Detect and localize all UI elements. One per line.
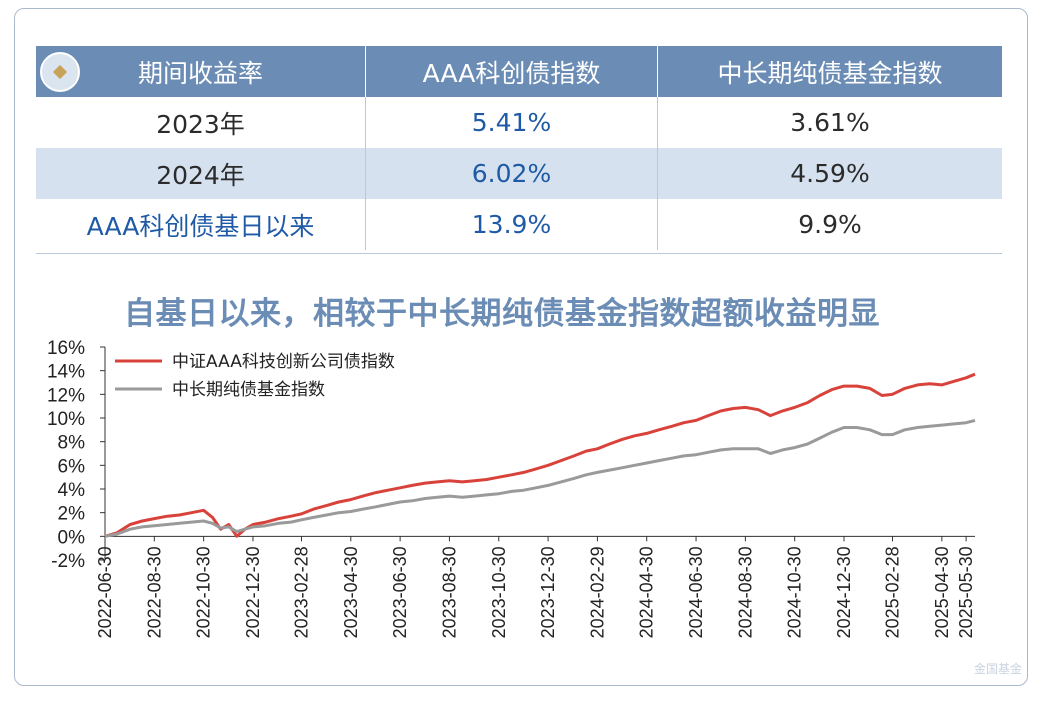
series-line xyxy=(104,418,976,538)
y-tick-label: 8% xyxy=(58,433,86,454)
x-tick-label: 2023-02-28 xyxy=(291,546,311,638)
y-tick-label: 6% xyxy=(58,456,86,477)
row-fund-value: 4.59% xyxy=(790,159,870,188)
y-tick-label: 0% xyxy=(58,527,86,548)
header-period: 期间收益率 xyxy=(36,46,366,97)
x-tick-label: 2023-10-30 xyxy=(489,546,509,638)
table-header-row: 期间收益率 AAA科创债指数 中长期纯债基金指数 xyxy=(36,46,1002,97)
x-tick-label: 2022-08-30 xyxy=(144,546,164,638)
x-tick-label: 2022-06-30 xyxy=(95,546,115,638)
header-bond-fund-index: 中长期纯债基金指数 xyxy=(717,58,943,88)
x-tick-label: 2024-02-29 xyxy=(587,546,607,638)
x-tick-label: 2024-08-30 xyxy=(735,546,755,638)
y-tick-label: 4% xyxy=(58,480,86,501)
table-row: AAA科创债基日以来 13.9% 9.9% xyxy=(36,199,1002,250)
row-aaa-value: 13.9% xyxy=(366,199,658,250)
x-tick-label: 2024-06-30 xyxy=(686,546,706,638)
row-label: AAA科创债基日以来 xyxy=(36,199,366,250)
row-label: 2024年 xyxy=(36,148,366,199)
x-tick-label: 2023-08-30 xyxy=(439,546,459,638)
x-tick-label: 2025-05-30 xyxy=(956,546,976,638)
returns-table: 期间收益率 AAA科创债指数 中长期纯债基金指数 2023年 5.41% 3.6… xyxy=(36,46,1002,250)
brand-logo-icon xyxy=(40,52,80,92)
chart-title: 自基日以来，相较于中长期纯债基金指数超额收益明显 xyxy=(124,296,880,332)
row-fund-value: 3.61% xyxy=(790,108,870,137)
x-tick-label: 2024-04-30 xyxy=(637,546,657,638)
table-row: 2023年 5.41% 3.61% xyxy=(36,97,1002,148)
x-tick-label: 2023-06-30 xyxy=(390,546,410,638)
table-bottom-divider xyxy=(36,253,1002,254)
y-tick-label: 10% xyxy=(47,409,85,430)
y-tick-label: 16% xyxy=(47,338,85,359)
y-tick-label: 2% xyxy=(58,504,86,525)
header-aaa-index: AAA科创债指数 xyxy=(366,46,658,97)
row-aaa-value: 5.41% xyxy=(366,97,658,148)
row-aaa-value: 6.02% xyxy=(366,148,658,199)
x-tick-label: 2025-04-30 xyxy=(932,546,952,638)
row-label: 2023年 xyxy=(36,97,366,148)
card-frame xyxy=(14,8,1028,686)
x-tick-label: 2023-04-30 xyxy=(341,546,361,638)
x-tick-label: 2022-12-30 xyxy=(243,546,263,638)
table-row: 2024年 6.02% 4.59% xyxy=(36,148,1002,199)
y-tick-label: 12% xyxy=(47,385,85,406)
series-line xyxy=(104,372,976,538)
x-tick-label: 2025-02-28 xyxy=(883,546,903,638)
legend-label: 中证AAA科技创新公司债指数 xyxy=(172,352,395,372)
y-tick-label: 14% xyxy=(47,362,85,383)
x-tick-label: 2024-10-30 xyxy=(785,546,805,638)
row-fund-value: 9.9% xyxy=(798,210,862,239)
y-tick-label: -2% xyxy=(51,551,85,572)
watermark: 金国基金 xyxy=(973,662,1022,676)
x-tick-label: 2024-12-30 xyxy=(834,546,854,638)
legend-label: 中长期纯债基金指数 xyxy=(172,380,325,400)
x-tick-label: 2022-10-30 xyxy=(194,546,214,638)
x-tick-label: 2023-12-30 xyxy=(538,546,558,638)
